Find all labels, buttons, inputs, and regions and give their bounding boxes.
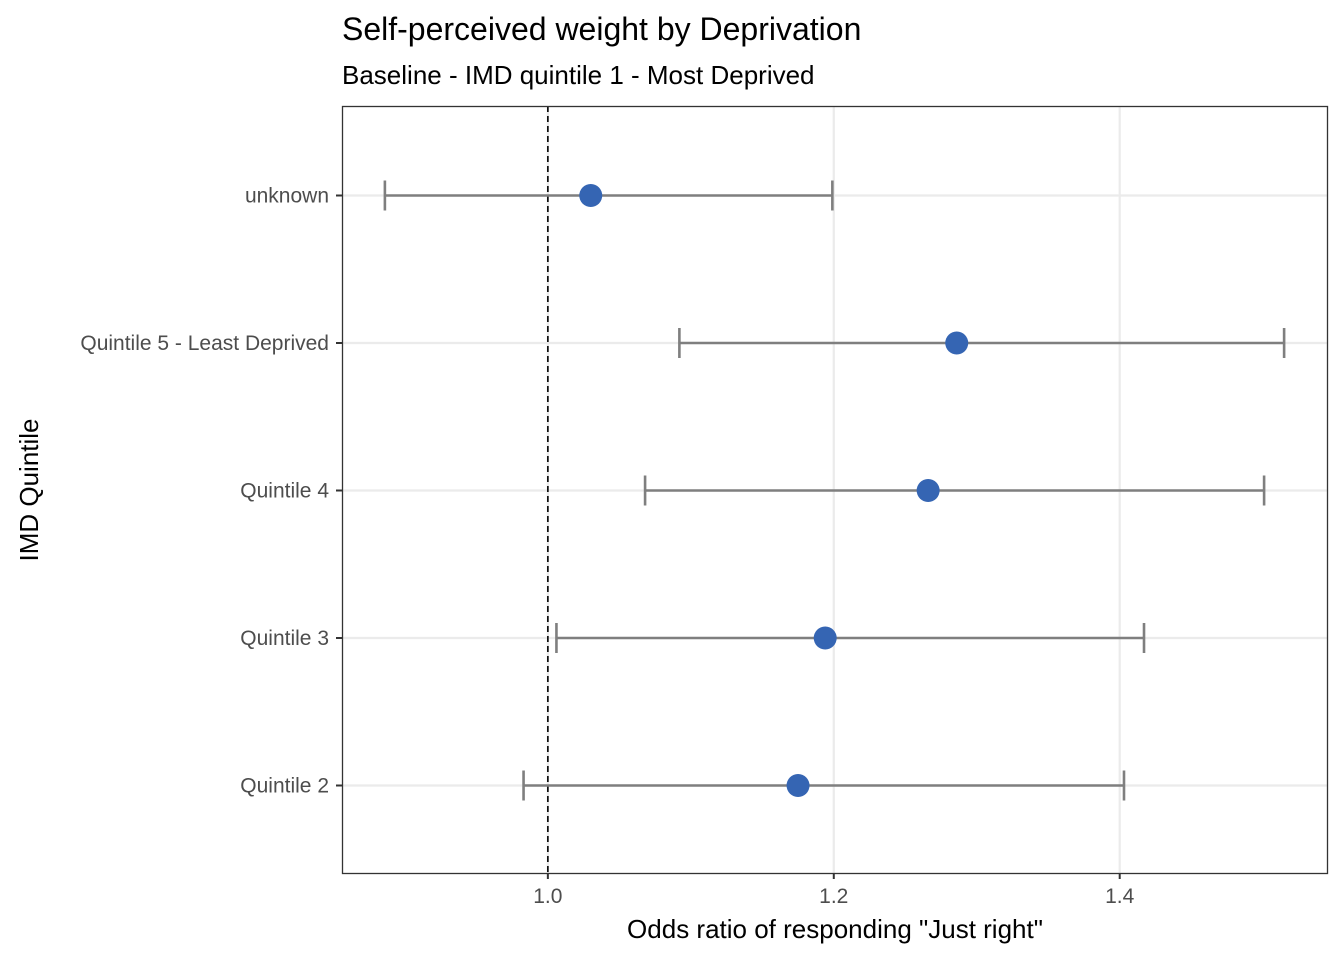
x-tick-label: 1.0	[533, 885, 562, 908]
estimate-point	[916, 479, 940, 502]
estimate-point	[945, 331, 969, 355]
plot-panel-border	[341, 105, 1329, 875]
estimate-point	[579, 184, 603, 207]
y-tick-label: Quintile 4	[240, 480, 329, 503]
y-axis-title: IMD Quintile	[14, 418, 44, 561]
estimate-point	[813, 626, 837, 650]
y-tick-label: Quintile 2	[240, 775, 329, 798]
x-axis-ticks: 1.0 1.2 1.4	[533, 873, 1135, 908]
chart-subtitle: Baseline - IMD quintile 1 - Most Deprive…	[342, 60, 815, 90]
y-tick-label: unknown	[245, 185, 329, 208]
y-axis-ticks: Quintile 2 Quintile 3 Quintile 4 Quintile 5…	[80, 185, 342, 798]
estimate-points	[579, 184, 969, 797]
y-tick-label: Quintile 5 - Least Deprived	[80, 332, 329, 355]
chart-title: Self-perceived weight by Deprivation	[342, 11, 861, 47]
x-tick-label: 1.4	[1105, 885, 1135, 908]
x-tick-label: 1.2	[819, 885, 848, 908]
y-tick-label: Quintile 3	[240, 627, 329, 650]
estimate-point	[786, 774, 810, 797]
error-bars	[383, 180, 1286, 801]
x-axis-title: Odds ratio of responding "Just right"	[627, 914, 1043, 944]
